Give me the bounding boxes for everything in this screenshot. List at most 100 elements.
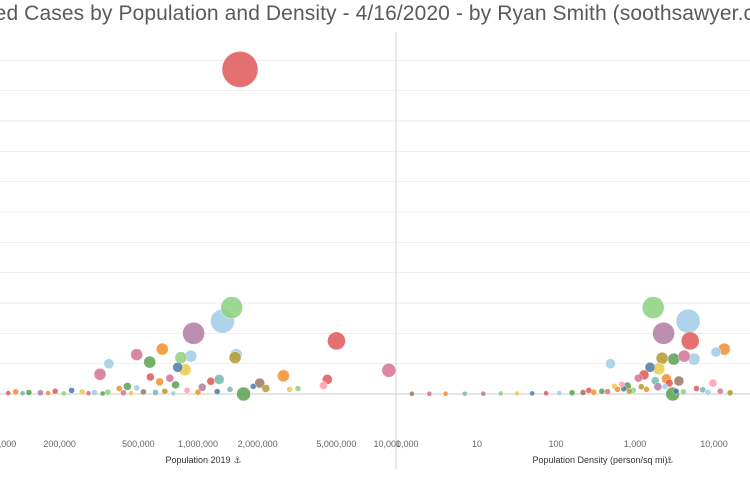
x-tick-label: 1 [395, 439, 400, 449]
data-point[interactable] [93, 368, 107, 381]
data-point[interactable] [655, 352, 669, 365]
data-point[interactable] [143, 355, 156, 369]
data-point[interactable] [103, 358, 115, 369]
pin-icon[interactable]: ⚓ [665, 455, 673, 465]
data-point[interactable] [261, 384, 270, 393]
data-point[interactable] [37, 389, 44, 396]
data-point[interactable] [327, 331, 346, 351]
data-point[interactable] [673, 375, 685, 387]
data-point[interactable] [85, 390, 92, 396]
data-point[interactable] [381, 363, 396, 378]
data-point[interactable] [194, 389, 202, 396]
data-point[interactable] [91, 389, 98, 396]
data-point[interactable] [680, 388, 687, 396]
data-point[interactable] [220, 296, 243, 319]
pin-icon[interactable]: ⚓ [233, 455, 241, 465]
data-point[interactable] [133, 384, 140, 392]
data-point[interactable] [598, 388, 605, 395]
data-point[interactable] [5, 390, 11, 396]
data-point[interactable] [442, 391, 449, 397]
data-point[interactable] [579, 389, 587, 396]
data-point[interactable] [128, 390, 134, 396]
data-point[interactable] [556, 390, 562, 396]
data-point[interactable] [171, 380, 180, 390]
data-point[interactable] [155, 377, 164, 387]
data-point[interactable] [123, 382, 132, 391]
data-point[interactable] [68, 387, 75, 394]
data-point[interactable] [585, 387, 592, 394]
data-point[interactable] [618, 381, 625, 388]
data-point[interactable] [672, 388, 680, 395]
data-point[interactable] [146, 372, 155, 382]
data-point[interactable] [221, 51, 259, 88]
data-point[interactable] [152, 389, 159, 396]
data-point[interactable] [156, 342, 169, 356]
data-point[interactable] [717, 388, 724, 395]
data-point[interactable] [226, 386, 234, 393]
data-point[interactable] [294, 385, 302, 392]
data-point[interactable] [115, 385, 123, 392]
data-point[interactable] [277, 369, 290, 382]
data-point[interactable] [643, 386, 650, 393]
data-point[interactable] [568, 389, 576, 396]
data-point[interactable] [130, 348, 143, 361]
data-point[interactable] [678, 349, 691, 363]
data-point[interactable] [704, 389, 712, 396]
data-point[interactable] [675, 309, 701, 334]
data-point[interactable] [78, 388, 86, 396]
data-point[interactable] [626, 388, 633, 395]
data-point[interactable] [480, 391, 486, 397]
data-point[interactable] [104, 389, 111, 396]
data-point[interactable] [604, 388, 611, 395]
data-point[interactable] [634, 374, 643, 383]
data-point[interactable] [254, 377, 265, 389]
data-point[interactable] [61, 390, 67, 397]
data-point[interactable] [19, 390, 26, 396]
data-point[interactable] [726, 389, 734, 396]
data-point[interactable] [667, 352, 680, 366]
data-point[interactable] [236, 386, 251, 402]
data-point[interactable] [653, 382, 663, 391]
data-point[interactable] [710, 346, 722, 358]
data-point[interactable] [638, 383, 645, 390]
data-point[interactable] [426, 391, 433, 397]
data-point[interactable] [693, 385, 700, 392]
data-point[interactable] [644, 362, 656, 373]
data-point[interactable] [213, 374, 225, 385]
data-point[interactable] [409, 391, 415, 397]
data-point[interactable] [286, 386, 293, 393]
data-point[interactable] [681, 331, 700, 351]
data-point[interactable] [25, 389, 33, 396]
data-point[interactable] [182, 322, 205, 345]
data-point[interactable] [120, 389, 127, 396]
data-point[interactable] [661, 383, 669, 390]
data-point[interactable] [183, 387, 191, 394]
data-point[interactable] [543, 390, 549, 396]
data-point[interactable] [170, 390, 177, 397]
data-point[interactable] [140, 388, 147, 396]
data-point[interactable] [462, 391, 468, 397]
data-point[interactable] [699, 386, 706, 393]
data-point[interactable] [614, 386, 621, 393]
data-point[interactable] [52, 388, 59, 395]
data-point[interactable] [206, 377, 216, 386]
data-point[interactable] [529, 390, 535, 397]
data-point[interactable] [708, 378, 718, 388]
data-point[interactable] [249, 383, 257, 390]
data-point[interactable] [161, 388, 169, 395]
data-point[interactable] [642, 296, 665, 319]
data-point[interactable] [12, 388, 19, 396]
data-point[interactable] [45, 390, 51, 396]
data-point[interactable] [165, 374, 175, 383]
data-point[interactable] [605, 358, 616, 369]
data-point[interactable] [174, 351, 188, 364]
data-point[interactable] [319, 381, 328, 390]
data-point[interactable] [514, 390, 520, 397]
data-point[interactable] [172, 362, 183, 373]
data-point[interactable] [228, 351, 242, 364]
data-point[interactable] [99, 390, 106, 397]
data-point[interactable] [213, 388, 221, 395]
data-point[interactable] [652, 322, 675, 345]
data-point[interactable] [498, 390, 504, 397]
data-point[interactable] [197, 383, 207, 392]
